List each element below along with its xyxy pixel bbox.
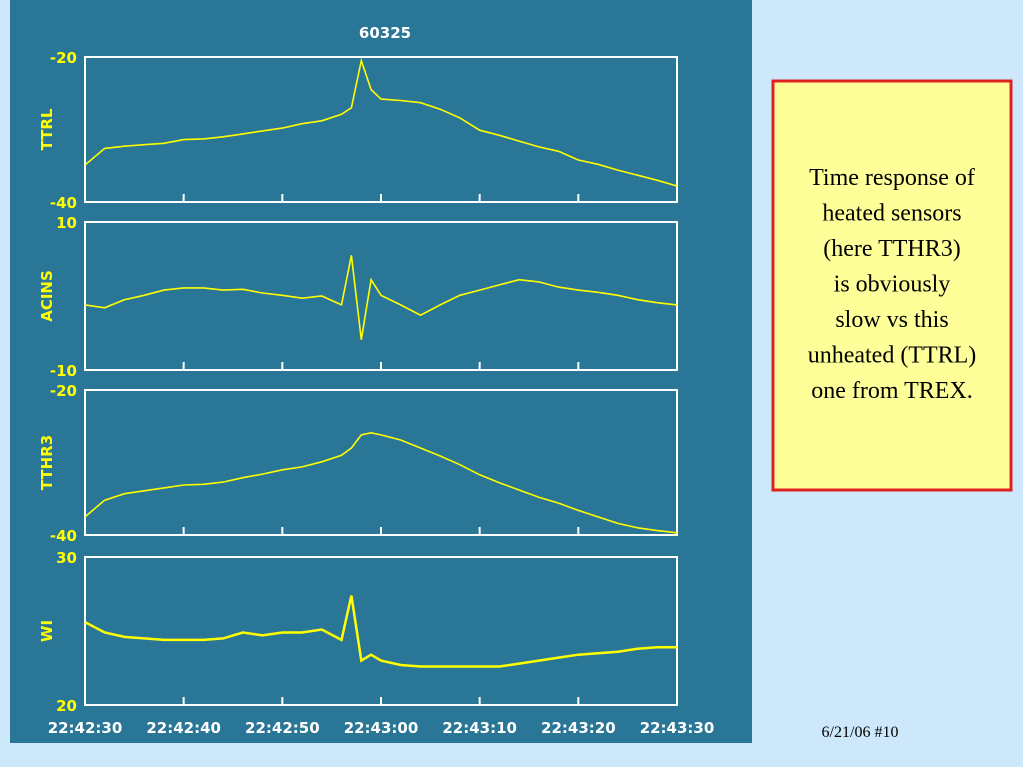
note-text: Time response of: [809, 165, 975, 191]
note-text: heated sensors: [822, 201, 961, 227]
note-text: slow vs this: [835, 307, 948, 333]
note-text: one from TREX.: [811, 378, 973, 404]
y-tick-label: -40: [50, 527, 77, 545]
y-axis-label: TTHR3: [38, 435, 56, 490]
x-tick-label: 22:43:00: [344, 719, 419, 737]
data-line: [84, 595, 677, 668]
x-tick-label: 22:43:20: [541, 719, 616, 737]
y-tick-label: -40: [50, 194, 77, 212]
y-tick-label: -20: [50, 49, 77, 67]
x-tick-label: 22:42:40: [146, 719, 221, 737]
chart-image: [10, 0, 752, 743]
data-line: [84, 431, 678, 534]
x-tick-label: 22:43:10: [442, 719, 517, 737]
y-tick-label: 20: [56, 697, 77, 715]
footer: 6/21/06 #10: [822, 724, 899, 741]
y-axis-label: ACINS: [38, 270, 56, 322]
y-tick-label: -20: [50, 382, 77, 400]
x-tick-label: 22:42:50: [245, 719, 320, 737]
note-box: [771, 79, 1013, 492]
x-tick-label: 22:42:30: [48, 719, 123, 737]
data-line: [84, 255, 678, 340]
note-text: is obviously: [834, 272, 951, 298]
x-tick-label: 22:43:30: [640, 719, 715, 737]
y-axis-label: WI: [38, 620, 56, 642]
note-text: (here TTHR3): [823, 236, 961, 262]
y-tick-label: -10: [50, 362, 77, 380]
y-axis-label: TTRL: [38, 108, 56, 150]
data-line: [84, 57, 678, 187]
y-tick-label: 30: [56, 549, 77, 567]
chart-title: 60325: [359, 24, 411, 42]
y-tick-label: 10: [56, 214, 77, 232]
note-text: unheated (TTRL): [808, 343, 977, 369]
